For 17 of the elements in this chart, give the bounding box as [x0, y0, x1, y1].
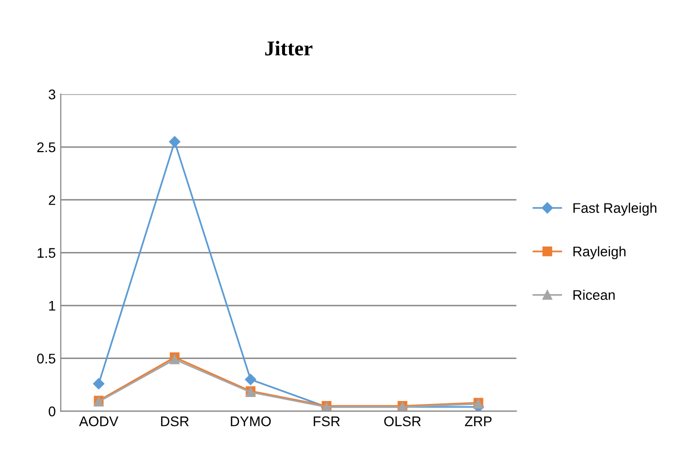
legend-label: Fast Rayleigh	[573, 202, 656, 216]
x-tick-label: DSR	[161, 416, 189, 426]
y-tick-label: 3	[48, 90, 56, 100]
x-tick-label: FSR	[314, 416, 340, 426]
x-tick-label: ZRP	[464, 416, 492, 426]
legend-label: Ricean	[573, 290, 615, 300]
y-tick-label: 1.5	[38, 248, 56, 258]
y-tick-label: 2	[48, 195, 56, 205]
y-tick-label: 1	[49, 301, 56, 311]
x-tick-label: AODV	[79, 416, 118, 426]
y-tick-label: 2.5	[37, 142, 56, 152]
legend-label: Rayleigh	[573, 246, 626, 260]
y-tick-label: 0	[48, 406, 56, 416]
chart-title: Jitter	[265, 40, 312, 56]
x-tick-label: DYMO	[230, 416, 271, 426]
x-tick-label: OLSR	[384, 416, 421, 426]
y-tick-label: 0.5	[37, 354, 56, 364]
